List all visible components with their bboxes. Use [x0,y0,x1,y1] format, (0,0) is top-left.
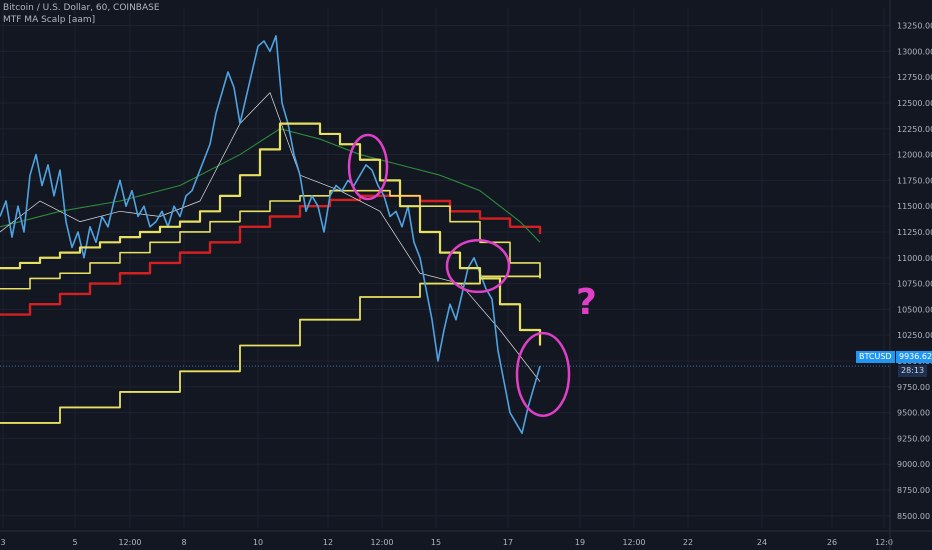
x-tick-label: 15 [431,538,441,547]
x-tick-label: 17 [503,538,513,547]
countdown-tag: 28:13 [898,365,928,377]
x-tick-label: 3 [0,538,5,547]
y-tick-label: 9250.00 [897,434,930,443]
x-tick-label: 5 [72,538,77,547]
series-red-ma [0,194,542,316]
series-thin-ma [0,92,541,382]
highlight-circle [515,331,571,417]
series-yellow-ma-2 [0,189,541,290]
question-mark-annotation: ? [576,282,597,323]
y-tick-label: 13250.00 [897,22,932,31]
x-tick-label: 19 [575,538,585,547]
y-tick-label: 11000.00 [897,254,932,263]
y-tick-label: 12500.00 [897,99,932,108]
y-tick-label: 11500.00 [897,202,932,211]
series-yellow-ma-1 [0,122,542,346]
highlight-circle [347,133,389,201]
x-tick-label: 24 [757,538,767,547]
series-btcusd [0,35,541,435]
x-tick-label: 12 [323,538,333,547]
y-tick-label: 9750.00 [897,383,930,392]
x-tick-label: 10 [253,538,263,547]
y-tick-label: 9000.00 [897,460,930,469]
y-tick-label: 12750.00 [897,73,932,82]
y-tick-label: 10750.00 [897,280,932,289]
y-tick-label: 11750.00 [897,176,932,185]
chart-title: Bitcoin / U.S. Dollar, 60, COINBASE [3,3,160,13]
y-tick-label: 8500.00 [897,512,930,521]
y-tick-label: 10250.00 [897,331,932,340]
y-tick-label: 13000.00 [897,47,932,56]
y-tick-label: 12250.00 [897,125,932,134]
series-layer [0,35,542,435]
x-tick-label: 22 [683,538,693,547]
y-tick-label: 12000.00 [897,151,932,160]
y-tick-label: 10500.00 [897,305,932,314]
symbol-tag: BTCUSD [856,351,895,363]
x-tick-label: 12:00 [118,538,141,547]
x-tick-label: 12:00 [370,538,393,547]
x-tick-label: 12:0 [875,538,893,547]
series-green-ma [0,128,541,243]
y-tick-label: 9500.00 [897,409,930,418]
annotations [347,133,571,417]
highlight-circle [445,238,511,294]
y-tick-label: 8750.00 [897,486,930,495]
y-tick-label: 11250.00 [897,228,932,237]
x-tick-label: 26 [827,538,837,547]
indicator-label: MTF MA Scalp [aam] [3,15,96,25]
grid [0,8,890,528]
series-yellow-ma-3 [0,273,541,424]
x-tick-label: 8 [181,538,186,547]
price-tag: 9936.62 [896,351,932,363]
x-tick-label: 12:00 [622,538,645,547]
